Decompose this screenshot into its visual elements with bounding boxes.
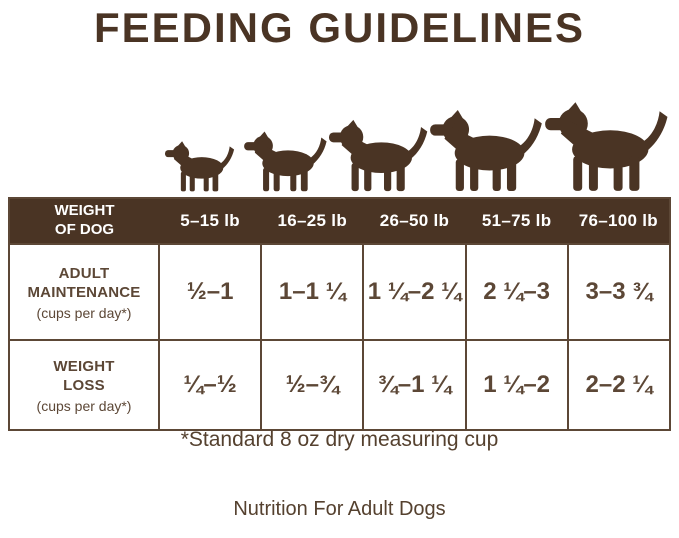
col-header-5-15lb: 5–15 lb [159,198,262,244]
row-label-adult-maintenance: ADULT MAINTENANCE (cups per day*) [8,243,160,341]
row-sublabel: (cups per day*) [36,304,132,321]
feeding-value: 1–1 ¼ [260,243,365,341]
feeding-value: ½–1 [157,243,263,341]
row-sublabel: (cups per day*) [36,397,132,414]
row-label-line: ADULT [58,264,110,282]
col-header-51-75lb: 51–75 lb [465,198,568,244]
dog-silhouette-row [158,95,671,192]
col-header-line: OF DOG [54,221,115,238]
feeding-value: 3–3 ¾ [566,243,672,341]
feeding-value: ½–¾ [260,339,365,431]
nutrition-tagline: Nutrition For Adult Dogs [233,498,446,520]
small-dog-icon [244,130,330,192]
col-header-16-25lb: 16–25 lb [261,198,364,244]
row-label-line: LOSS [63,377,105,394]
table-row-adult-maintenance: ADULT MAINTENANCE (cups per day*) ½–1 1–… [8,243,672,341]
page-title: FEEDING GUIDELINES [93,4,586,51]
row-label-weight-loss: WEIGHT LOSS (cups per day*) [8,339,160,431]
feeding-value: 1 ¼–2 ¼ [362,243,467,341]
table-row-weight-loss: WEIGHT LOSS (cups per day*) ¼–½ ½–¾ ¾–1 … [8,339,672,431]
feeding-value: ¾–1 ¼ [362,339,467,431]
medium-dog-icon [329,118,430,192]
xsmall-dog-icon [158,140,244,192]
col-header-76-100lb: 76–100 lb [567,198,670,244]
feeding-value: ¼–½ [157,339,263,431]
col-header-26-50lb: 26–50 lb [363,198,466,244]
col-header-line: WEIGHT [54,202,115,220]
row-label-line: WEIGHT [53,357,115,375]
large-dog-icon [430,108,545,192]
feeding-value: 1 ¼–2 [464,339,569,431]
xlarge-dog-icon [545,100,671,192]
feeding-table: WEIGHT OF DOG 5–15 lb 16–25 lb 26–50 lb … [8,197,672,431]
measuring-cup-footnote: *Standard 8 oz dry measuring cup [180,428,499,451]
table-header-row: WEIGHT OF DOG 5–15 lb 16–25 lb 26–50 lb … [9,198,670,244]
row-label-line: MAINTENANCE [27,284,141,301]
feeding-value: 2–2 ¼ [566,339,672,431]
col-header-weight-of-dog: WEIGHT OF DOG [9,198,159,244]
feeding-value: 2 ¼–3 [464,243,569,341]
